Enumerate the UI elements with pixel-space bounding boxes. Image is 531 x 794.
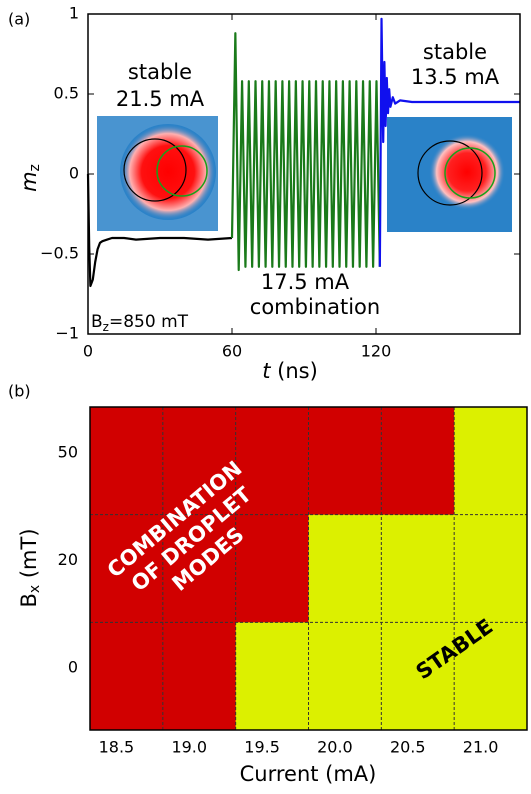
x-tick-label: 18.5 xyxy=(99,738,135,757)
y-axis-label-unit: (mT) xyxy=(17,528,41,584)
x-tick-label: 20.5 xyxy=(390,738,426,757)
heatmap-cell xyxy=(90,407,163,515)
y-axis-label-var: m xyxy=(17,171,41,191)
y-axis-label-main: B xyxy=(17,593,41,607)
y-tick-label: −1 xyxy=(55,324,79,343)
annotation: 17.5 mA xyxy=(261,270,350,294)
annotation: 21.5 mA xyxy=(116,87,205,111)
y-tick-label: 0.5 xyxy=(54,84,79,103)
y-tick-label: 0 xyxy=(69,164,79,183)
heatmap-cell xyxy=(236,622,309,730)
heatmap-cell xyxy=(163,622,236,730)
heatmap-cell xyxy=(90,622,163,730)
inset-right xyxy=(387,117,512,232)
field-label: Bz=850 mT xyxy=(91,312,189,334)
y-tick-label: 0 xyxy=(68,658,78,677)
y-tick-label: −0.5 xyxy=(40,244,79,263)
y-axis-label-sub: z xyxy=(27,164,43,171)
annotation: combination xyxy=(250,295,380,319)
y-tick-label: 50 xyxy=(58,442,78,461)
y-axis-label-sub: x xyxy=(27,585,43,593)
heatmap-cell xyxy=(236,515,309,623)
x-tick-label: 21.0 xyxy=(463,738,499,757)
heatmap-cell xyxy=(309,622,382,730)
field-label-main: B xyxy=(91,312,103,332)
y-tick-label: 20 xyxy=(58,550,78,569)
y-axis-label: mz xyxy=(17,164,43,192)
annotation: stable xyxy=(423,40,487,64)
x-tick-label: 120 xyxy=(361,342,392,361)
x-tick-label: 20.0 xyxy=(317,738,353,757)
inset-left xyxy=(97,116,218,231)
heatmap-cell xyxy=(381,515,454,623)
x-axis-label: Current (mA) xyxy=(240,762,377,786)
x-tick-label: 0 xyxy=(83,342,93,361)
figure: (a) stable 21.5 mA stable 13.5 mA 17.5 m… xyxy=(0,0,531,794)
heatmap-cell xyxy=(381,622,454,730)
heatmap-cell xyxy=(309,515,382,623)
y-tick-label: 1 xyxy=(69,4,79,23)
heatmap-cell xyxy=(381,407,454,515)
annotation: stable xyxy=(128,60,192,84)
heatmap-cell xyxy=(454,515,527,623)
panel-label: (b) xyxy=(8,382,31,401)
y-axis-label: Bx (mT) xyxy=(17,528,43,607)
field-label-rest: =850 mT xyxy=(109,312,189,332)
panel-b: (b) Current (mA) Bx (mT) 18.5 19.0 19.5 20.… xyxy=(8,382,528,787)
heatmap-cell xyxy=(454,407,527,515)
x-axis-label-unit: (ns) xyxy=(270,359,317,383)
x-tick-label: 60 xyxy=(222,342,242,361)
heatmap-cell xyxy=(309,407,382,515)
x-tick-label: 19.5 xyxy=(244,738,280,757)
panel-label: (a) xyxy=(8,10,30,29)
x-axis-label: t (ns) xyxy=(262,359,318,383)
panel-a: (a) stable 21.5 mA stable 13.5 mA 17.5 m… xyxy=(8,4,520,384)
line-series xyxy=(232,33,380,270)
annotation: 13.5 mA xyxy=(411,65,500,89)
x-tick-label: 19.0 xyxy=(171,738,207,757)
